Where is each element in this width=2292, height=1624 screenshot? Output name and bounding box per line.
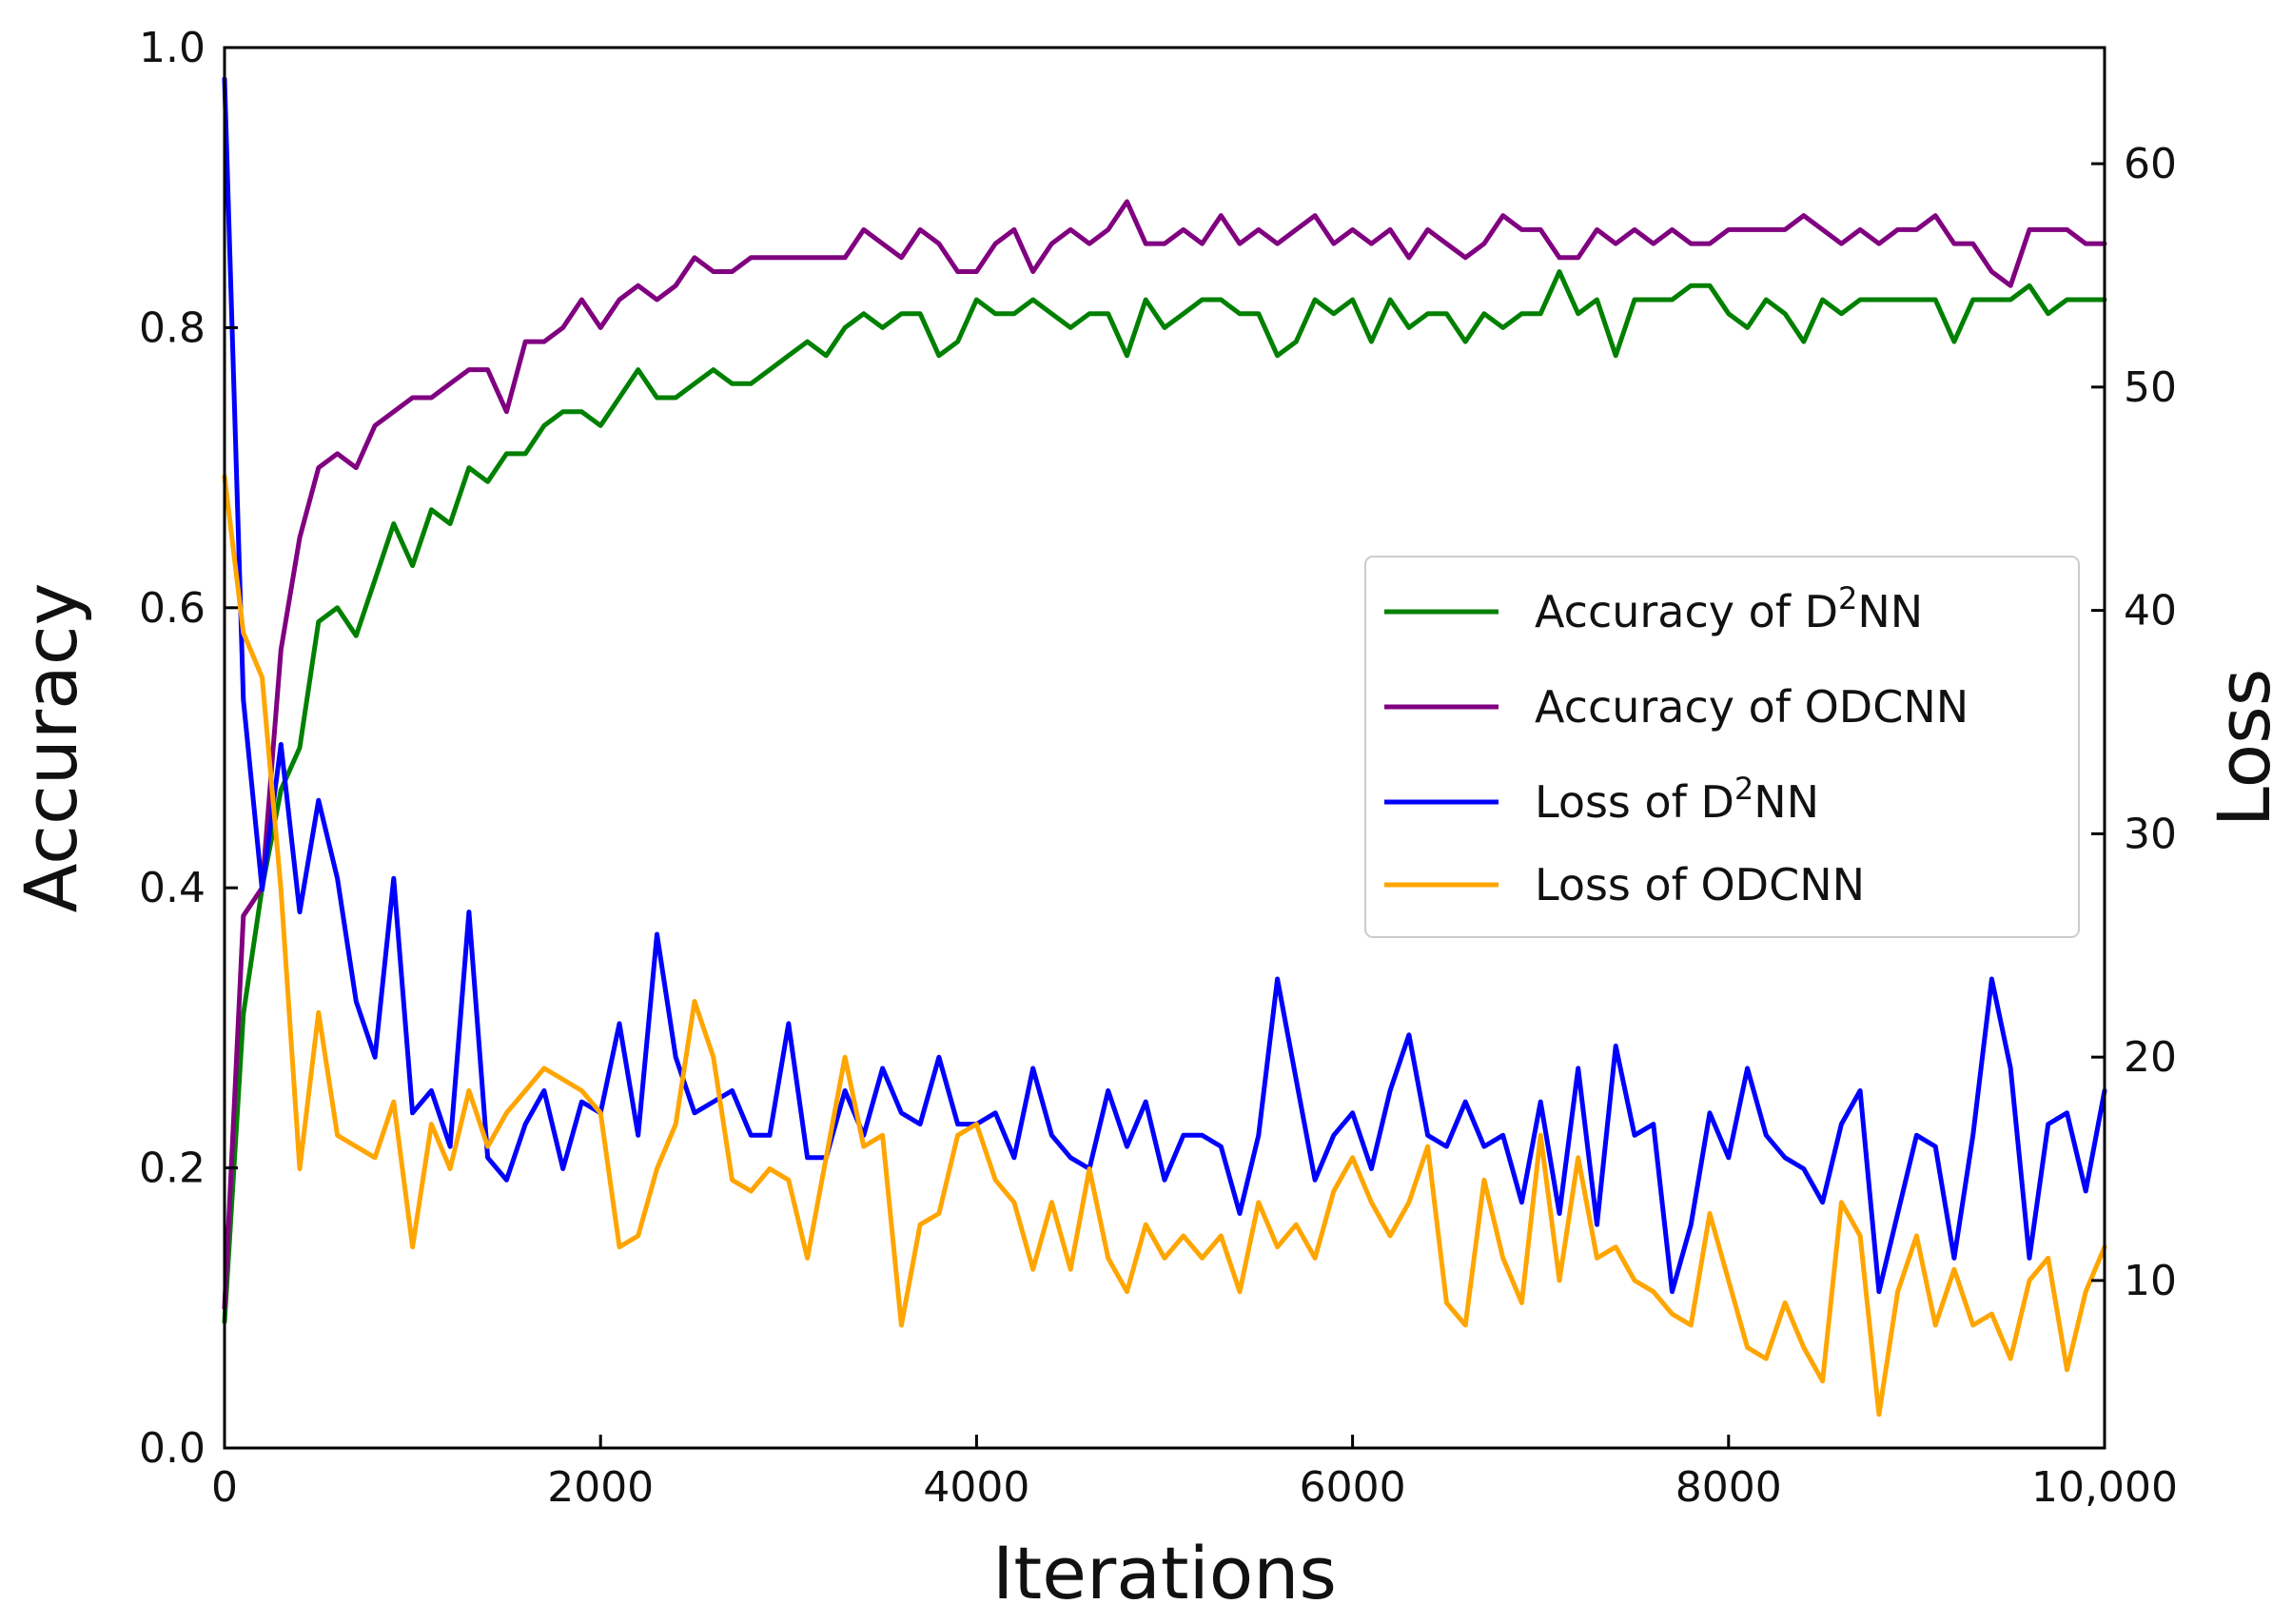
y-left-tick-label: 0.6 — [139, 584, 206, 633]
legend-box — [1364, 556, 2080, 938]
y-right-tick-label: 60 — [2124, 140, 2177, 188]
legend-label-1: Accuracy of ODCNN — [1535, 681, 1969, 733]
legend-label-0: Accuracy of D2NN — [1535, 580, 1923, 637]
legend-superscript: 2 — [1838, 580, 1857, 616]
series-line-2 — [222, 76, 2107, 1295]
legend-superscript: 2 — [1734, 771, 1753, 807]
x-tick-label: 10,000 — [2031, 1463, 2178, 1512]
x-tick-label: 6000 — [1300, 1463, 1406, 1512]
legend-label-tail: NN — [1753, 776, 1819, 828]
x-tick-label: 0 — [211, 1463, 238, 1512]
y-left-tick-label: 0.8 — [139, 303, 206, 352]
y-left-tick-label: 1.0 — [139, 24, 206, 72]
legend-label-2: Loss of D2NN — [1535, 771, 1819, 828]
legend-label-3: Loss of ODCNN — [1535, 859, 1865, 910]
y-left-tick-label: 0.0 — [139, 1424, 206, 1473]
legend-label-tail: NN — [1857, 586, 1923, 637]
y-left-tick-label: 0.2 — [139, 1145, 206, 1193]
x-tick-label: 8000 — [1675, 1463, 1782, 1512]
y-right-tick-label: 10 — [2124, 1257, 2177, 1305]
y-left-tick-label: 0.4 — [139, 864, 206, 912]
y-right-tick-label: 50 — [2124, 363, 2177, 412]
series-line-1 — [222, 199, 2107, 1311]
y-right-tick-label: 30 — [2124, 810, 2177, 858]
plot-frame — [223, 46, 2106, 1450]
y-left-axis-title: Accuracy — [9, 583, 93, 913]
tick-layer: 0 2000 4000 6000 8000 10,000 0.0 0.2 0.4 0.6 0.8 1.… — [139, 24, 2178, 1512]
x-tick-label: 4000 — [923, 1463, 1029, 1512]
y-right-tick-label: 20 — [2124, 1033, 2177, 1082]
series-line-3 — [222, 474, 2107, 1418]
y-right-axis-title: Loss — [2202, 669, 2286, 828]
series-layer — [222, 76, 2107, 1418]
x-tick-label: 2000 — [547, 1463, 654, 1512]
x-axis-title: Iterations — [992, 1531, 1337, 1615]
y-right-tick-label: 40 — [2124, 587, 2177, 636]
legend: Accuracy of D2NN Accuracy of ODCNN Loss of… — [1364, 556, 2080, 938]
series-line-0 — [222, 269, 2107, 1324]
